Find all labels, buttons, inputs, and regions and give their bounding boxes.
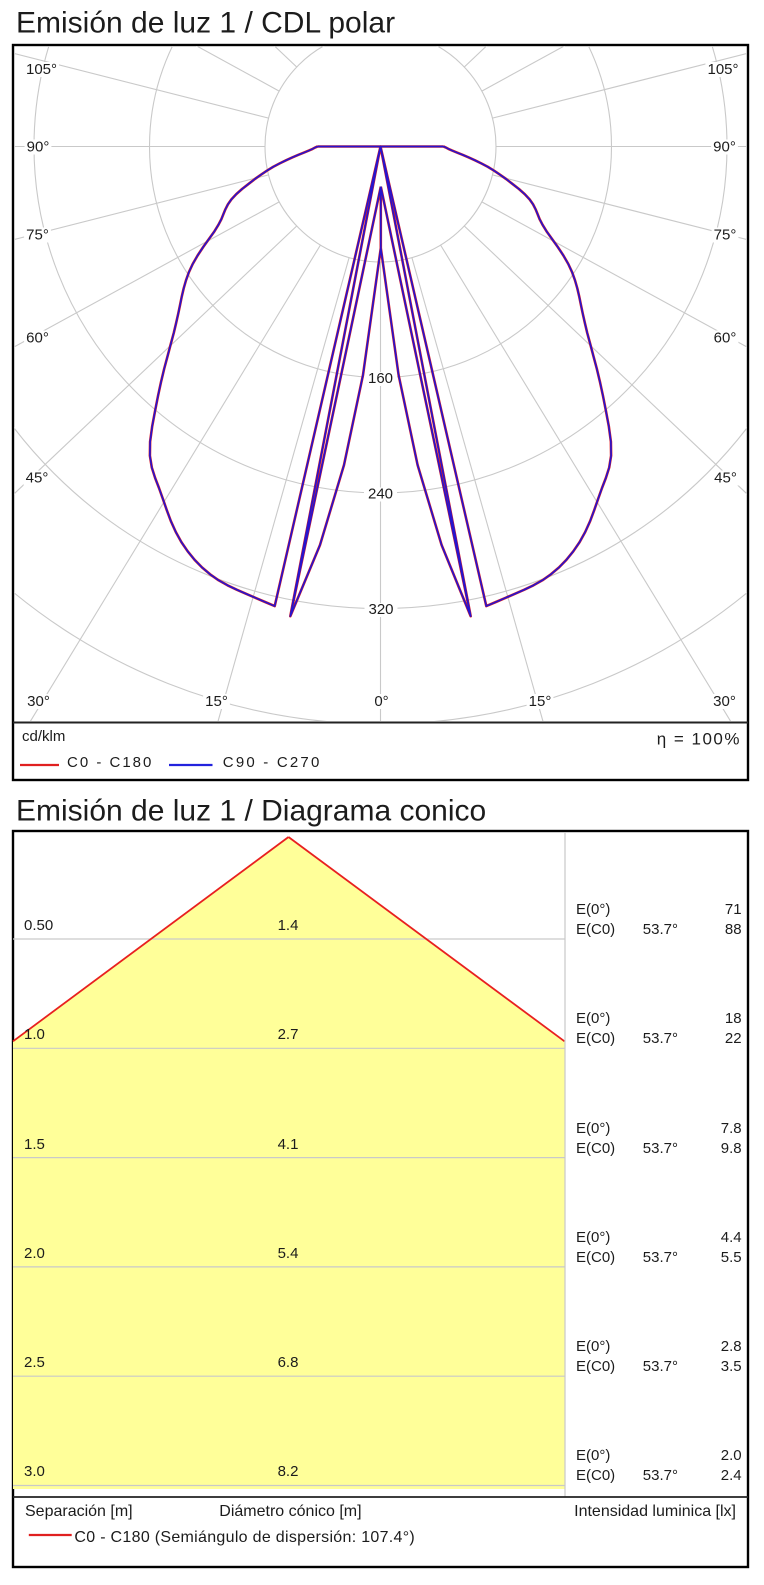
svg-text:90°: 90° <box>713 139 736 156</box>
svg-text:2.0: 2.0 <box>24 1245 45 1262</box>
svg-text:C0 - C180 (Semiángulo de dispe: C0 - C180 (Semiángulo de dispersión: 107… <box>74 1529 415 1546</box>
svg-text:9.8: 9.8 <box>721 1140 742 1157</box>
svg-text:15°: 15° <box>205 693 228 710</box>
svg-text:15°: 15° <box>529 693 552 710</box>
svg-text:E(C0): E(C0) <box>576 1358 615 1375</box>
svg-text:E(C0): E(C0) <box>576 921 615 938</box>
svg-text:45°: 45° <box>714 470 737 487</box>
svg-text:30°: 30° <box>27 693 50 710</box>
svg-text:71: 71 <box>725 901 742 918</box>
svg-text:C0 - C180: C0 - C180 <box>67 754 153 771</box>
svg-text:E(0°): E(0°) <box>576 1010 610 1027</box>
svg-text:E(0°): E(0°) <box>576 1120 610 1137</box>
svg-text:4.4: 4.4 <box>721 1229 742 1246</box>
svg-text:2.4: 2.4 <box>721 1467 742 1484</box>
svg-text:2.0: 2.0 <box>721 1447 742 1464</box>
svg-text:2.5: 2.5 <box>24 1354 45 1371</box>
svg-text:53.7°: 53.7° <box>643 921 678 938</box>
svg-text:Emisión de luz 1 / CDL polar: Emisión de luz 1 / CDL polar <box>16 7 395 40</box>
svg-text:E(0°): E(0°) <box>576 901 610 918</box>
svg-text:4.1: 4.1 <box>278 1136 299 1153</box>
svg-text:160: 160 <box>368 370 393 387</box>
svg-text:240: 240 <box>368 486 393 503</box>
svg-text:53.7°: 53.7° <box>643 1467 678 1484</box>
svg-text:88: 88 <box>725 921 742 938</box>
svg-text:45°: 45° <box>26 470 49 487</box>
svg-text:5.5: 5.5 <box>721 1249 742 1266</box>
svg-text:Diámetro cónico [m]: Diámetro cónico [m] <box>219 1503 361 1520</box>
svg-text:E(C0): E(C0) <box>576 1467 615 1484</box>
svg-text:6.8: 6.8 <box>278 1354 299 1371</box>
svg-text:22: 22 <box>725 1030 742 1047</box>
svg-text:cd/klm: cd/klm <box>22 728 65 745</box>
svg-text:2.7: 2.7 <box>278 1026 299 1043</box>
svg-text:18: 18 <box>725 1010 742 1027</box>
svg-text:53.7°: 53.7° <box>643 1358 678 1375</box>
svg-text:105°: 105° <box>707 61 738 78</box>
svg-text:3.0: 3.0 <box>24 1463 45 1480</box>
svg-text:53.7°: 53.7° <box>643 1030 678 1047</box>
svg-text:Separación [m]: Separación [m] <box>25 1503 133 1520</box>
svg-text:60°: 60° <box>26 330 49 347</box>
svg-text:E(0°): E(0°) <box>576 1229 610 1246</box>
svg-text:E(0°): E(0°) <box>576 1447 610 1464</box>
svg-text:3.5: 3.5 <box>721 1358 742 1375</box>
svg-text:E(C0): E(C0) <box>576 1030 615 1047</box>
svg-text:90°: 90° <box>27 139 50 156</box>
svg-text:Emisión de luz 1 / Diagrama co: Emisión de luz 1 / Diagrama conico <box>16 795 486 828</box>
svg-text:0°: 0° <box>374 693 388 710</box>
svg-text:1.4: 1.4 <box>278 917 299 934</box>
svg-text:7.8: 7.8 <box>721 1120 742 1137</box>
svg-text:30°: 30° <box>713 693 736 710</box>
svg-text:0.50: 0.50 <box>24 917 53 934</box>
svg-text:105°: 105° <box>26 61 57 78</box>
svg-text:53.7°: 53.7° <box>643 1249 678 1266</box>
svg-text:8.2: 8.2 <box>278 1463 299 1480</box>
svg-text:E(C0): E(C0) <box>576 1140 615 1157</box>
svg-text:75°: 75° <box>26 227 49 244</box>
svg-text:E(0°): E(0°) <box>576 1338 610 1355</box>
svg-text:Intensidad luminica [lx]: Intensidad luminica [lx] <box>574 1503 736 1520</box>
svg-text:η = 100%: η = 100% <box>657 730 741 749</box>
svg-text:75°: 75° <box>714 227 737 244</box>
svg-text:53.7°: 53.7° <box>643 1140 678 1157</box>
svg-text:5.4: 5.4 <box>278 1245 299 1262</box>
svg-text:1.0: 1.0 <box>24 1026 45 1043</box>
svg-text:60°: 60° <box>714 330 737 347</box>
svg-text:320: 320 <box>368 601 393 618</box>
svg-text:1.5: 1.5 <box>24 1136 45 1153</box>
svg-text:E(C0): E(C0) <box>576 1249 615 1266</box>
svg-text:2.8: 2.8 <box>721 1338 742 1355</box>
svg-text:C90 - C270: C90 - C270 <box>223 754 322 771</box>
